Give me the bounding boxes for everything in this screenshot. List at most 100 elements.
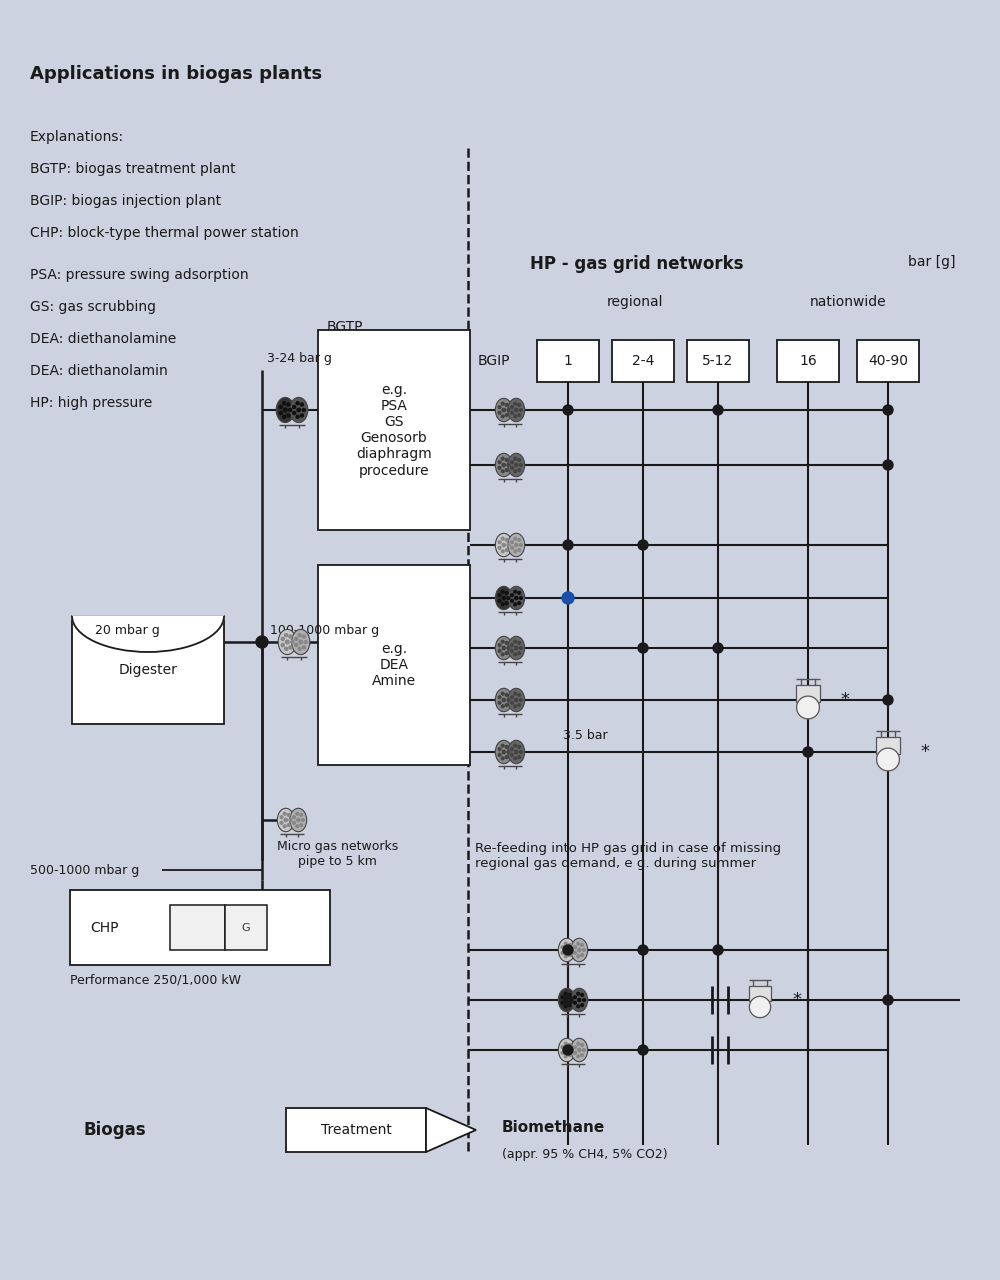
Ellipse shape: [290, 397, 308, 422]
Ellipse shape: [278, 630, 296, 654]
Circle shape: [510, 404, 514, 410]
Circle shape: [300, 402, 304, 407]
Circle shape: [568, 943, 572, 947]
Circle shape: [519, 646, 523, 650]
Circle shape: [563, 945, 573, 955]
Circle shape: [302, 408, 306, 412]
Circle shape: [564, 1047, 569, 1052]
Circle shape: [501, 595, 506, 600]
Text: Biogas: Biogas: [84, 1121, 146, 1139]
Circle shape: [519, 750, 523, 754]
Circle shape: [510, 460, 514, 465]
Text: GS: gas scrubbing: GS: gas scrubbing: [30, 300, 156, 314]
Ellipse shape: [495, 534, 512, 557]
Text: 1: 1: [564, 355, 572, 369]
Circle shape: [576, 955, 580, 959]
Circle shape: [510, 593, 514, 598]
Circle shape: [569, 948, 574, 952]
Circle shape: [302, 645, 306, 650]
Circle shape: [501, 704, 505, 708]
Text: 3.5 bar: 3.5 bar: [563, 728, 608, 741]
Circle shape: [497, 643, 502, 648]
Circle shape: [519, 596, 523, 600]
Circle shape: [510, 466, 514, 470]
Circle shape: [506, 646, 511, 650]
Circle shape: [568, 1004, 572, 1007]
Circle shape: [505, 692, 509, 698]
Circle shape: [580, 943, 584, 947]
Bar: [749, 986, 771, 1001]
Circle shape: [283, 812, 287, 815]
Bar: [612, 340, 674, 381]
Ellipse shape: [558, 988, 575, 1011]
Circle shape: [505, 641, 509, 645]
Text: 3-24 bar g: 3-24 bar g: [267, 352, 332, 365]
Text: Micro gas networks
pipe to 5 km: Micro gas networks pipe to 5 km: [277, 840, 398, 868]
Circle shape: [560, 1044, 565, 1050]
Circle shape: [568, 1053, 572, 1057]
Circle shape: [517, 602, 521, 605]
Circle shape: [713, 404, 723, 415]
Ellipse shape: [558, 1038, 575, 1061]
Circle shape: [505, 468, 509, 472]
Circle shape: [713, 643, 723, 653]
Circle shape: [505, 458, 509, 462]
Circle shape: [513, 603, 517, 607]
Text: (appr. 95 % CH4, 5% CO2): (appr. 95 % CH4, 5% CO2): [502, 1148, 668, 1161]
Circle shape: [577, 1047, 582, 1052]
Circle shape: [282, 415, 286, 419]
Bar: [777, 340, 839, 381]
Circle shape: [505, 745, 509, 749]
Text: e.g.
PSA
GS
Genosorb
diaphragm
procedure: e.g. PSA GS Genosorb diaphragm procedure: [356, 383, 432, 477]
Ellipse shape: [508, 740, 525, 764]
Circle shape: [562, 591, 574, 604]
Circle shape: [501, 698, 506, 703]
Circle shape: [295, 824, 299, 828]
Circle shape: [278, 411, 283, 415]
Text: BGTP: BGTP: [327, 320, 363, 334]
Text: 500-1000 mbar g: 500-1000 mbar g: [30, 864, 139, 877]
Circle shape: [510, 643, 514, 648]
Circle shape: [517, 413, 521, 417]
Ellipse shape: [495, 398, 512, 421]
Circle shape: [501, 536, 505, 540]
Circle shape: [573, 951, 577, 955]
Circle shape: [510, 748, 514, 751]
Bar: [286, 1108, 426, 1152]
Circle shape: [569, 998, 574, 1002]
Circle shape: [506, 596, 511, 600]
Circle shape: [501, 549, 505, 553]
Circle shape: [283, 818, 288, 822]
Circle shape: [501, 543, 506, 548]
Circle shape: [883, 404, 893, 415]
Polygon shape: [426, 1108, 476, 1152]
Ellipse shape: [292, 630, 310, 654]
Polygon shape: [72, 616, 224, 652]
Circle shape: [497, 753, 502, 756]
Bar: [318, 564, 470, 765]
Text: 2-4: 2-4: [632, 355, 654, 369]
Circle shape: [505, 403, 509, 407]
Circle shape: [256, 636, 268, 648]
Bar: [225, 905, 267, 950]
Circle shape: [580, 1004, 584, 1007]
Text: Explanations:: Explanations:: [30, 131, 124, 145]
Circle shape: [517, 403, 521, 407]
Circle shape: [501, 402, 505, 406]
Ellipse shape: [290, 808, 307, 832]
Circle shape: [501, 750, 506, 754]
Circle shape: [577, 947, 582, 952]
Circle shape: [300, 413, 304, 417]
Circle shape: [497, 700, 502, 705]
Circle shape: [501, 603, 505, 607]
Circle shape: [513, 653, 517, 657]
Circle shape: [505, 703, 509, 707]
Circle shape: [497, 460, 502, 465]
Circle shape: [497, 545, 502, 550]
Circle shape: [288, 645, 293, 650]
Bar: [876, 737, 900, 754]
Circle shape: [497, 649, 502, 653]
Circle shape: [517, 548, 521, 552]
Ellipse shape: [508, 534, 525, 557]
Circle shape: [560, 1051, 565, 1055]
